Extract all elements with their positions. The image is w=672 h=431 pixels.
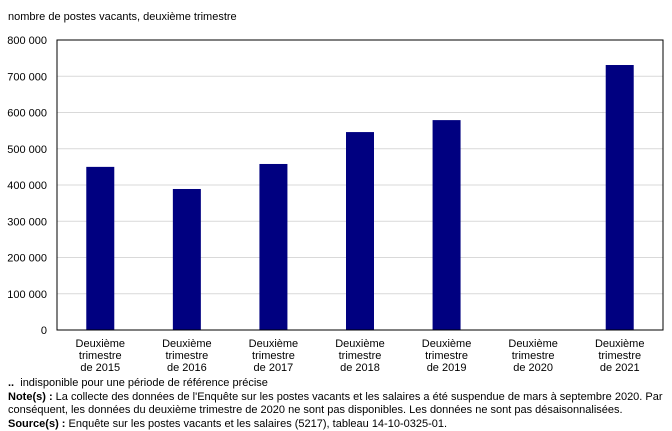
symbol-text: indisponible pour une période de référen… (20, 377, 268, 389)
y-tick-label: 600 000 (7, 108, 47, 120)
note-text: La collecte des données de l'Enquête sur… (8, 391, 663, 417)
y-tick-label: 0 (41, 325, 47, 337)
bar (173, 189, 201, 330)
note-label: Note(s) : (8, 391, 53, 403)
bar-chart: 0 100 000 200 000 300 000 400 000 500 000 600 … (0, 0, 672, 375)
y-tick-label: 500 000 (7, 144, 47, 156)
bar (86, 167, 114, 330)
y-tick-label: 800 000 (7, 35, 47, 47)
y-tick-label: 400 000 (7, 180, 47, 192)
bar (433, 120, 461, 330)
bar (346, 132, 374, 330)
symbol-legend: .. indisponible pour une période de réfé… (8, 377, 668, 391)
y-tick-label: 100 000 (7, 289, 47, 301)
source: Source(s) : Enquête sur les postes vacan… (8, 418, 668, 431)
bar (606, 65, 634, 330)
bar (259, 164, 287, 330)
symbol: .. (8, 377, 14, 389)
footnotes: .. indisponible pour une période de réfé… (8, 377, 668, 431)
y-tick-label: 300 000 (7, 216, 47, 228)
y-tick-label: 200 000 (7, 253, 47, 265)
y-tick-label: 700 000 (7, 71, 47, 83)
note: Note(s) : La collecte des données de l'E… (8, 391, 668, 418)
